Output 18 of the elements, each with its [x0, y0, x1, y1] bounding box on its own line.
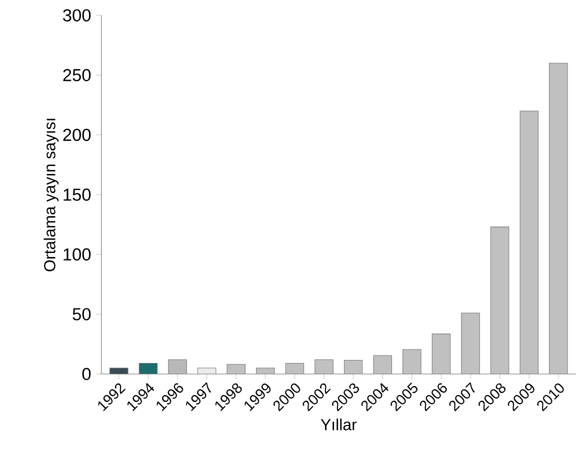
bar [490, 226, 510, 374]
y-tick-label: 300 [63, 9, 91, 22]
bar [138, 362, 158, 374]
x-axis-title: Yıllar [320, 418, 357, 430]
y-tick-label: 150 [64, 188, 91, 201]
y-tick-label: 250 [63, 68, 91, 82]
bar [461, 312, 480, 374]
y-tick-label: 100 [64, 248, 91, 261]
y-tick-label: 0 [82, 368, 91, 380]
y-axis-title: Ortalama yayın sayısı [44, 118, 59, 272]
y-tick-label: 200 [63, 128, 91, 142]
bar [432, 334, 451, 374]
bar [520, 110, 538, 374]
y-tick-label: 50 [72, 308, 91, 320]
bar [256, 368, 275, 374]
bar [197, 368, 216, 374]
bar [168, 359, 187, 374]
bar [226, 364, 246, 374]
